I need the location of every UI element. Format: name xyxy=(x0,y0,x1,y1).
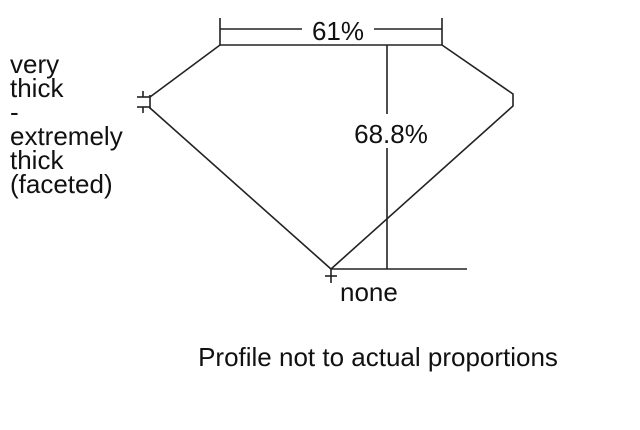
girdle-label-line: thick xyxy=(10,73,64,103)
crown-outline xyxy=(149,44,514,271)
culet-label: none xyxy=(340,277,398,307)
depth-percent: 68.8% xyxy=(354,119,428,149)
girdle-label-line: extremely xyxy=(10,121,123,151)
girdle-label-line: thick xyxy=(10,145,64,175)
girdle-label-line: very xyxy=(10,49,60,79)
table-percent: 61% xyxy=(312,16,364,46)
girdle-label-line: - xyxy=(10,97,19,127)
caption: Profile not to actual proportions xyxy=(198,342,558,372)
girdle-label: very thick - extremely thick (faceted) xyxy=(10,49,123,199)
girdle-label-line: (faceted) xyxy=(10,169,113,199)
